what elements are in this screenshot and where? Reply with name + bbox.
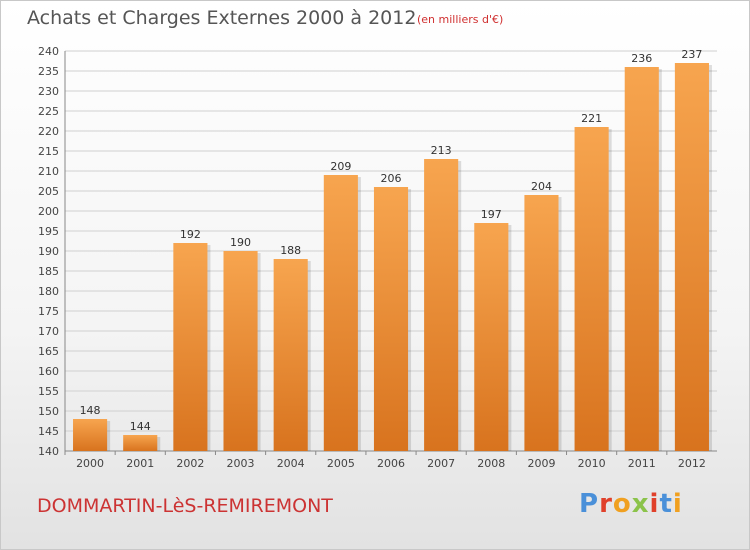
bar-2012 bbox=[674, 63, 709, 451]
value-label-2000: 148 bbox=[80, 404, 101, 417]
logo-letter: x bbox=[631, 489, 650, 519]
value-label-2006: 206 bbox=[381, 172, 402, 185]
x-tick-label-2000: 2000 bbox=[76, 457, 104, 470]
y-tick-label: 200 bbox=[38, 205, 59, 218]
y-tick-label: 160 bbox=[38, 365, 59, 378]
x-tick-label-2008: 2008 bbox=[477, 457, 505, 470]
value-label-2001: 144 bbox=[130, 420, 151, 433]
y-tick-label: 220 bbox=[38, 125, 59, 138]
y-tick-label: 195 bbox=[38, 225, 59, 238]
logo-letter: t bbox=[659, 489, 673, 519]
value-label-2009: 204 bbox=[531, 180, 552, 193]
x-tick-label-2006: 2006 bbox=[377, 457, 405, 470]
x-tick-label-2009: 2009 bbox=[527, 457, 555, 470]
bar-2000 bbox=[73, 419, 108, 451]
value-label-2004: 188 bbox=[280, 244, 301, 257]
value-label-2012: 237 bbox=[681, 48, 702, 61]
bar-2009 bbox=[524, 195, 559, 451]
y-tick-label: 155 bbox=[38, 385, 59, 398]
y-tick-label: 240 bbox=[38, 45, 59, 58]
y-tick-label: 175 bbox=[38, 305, 59, 318]
value-label-2010: 221 bbox=[581, 112, 602, 125]
bar-2007 bbox=[424, 159, 459, 451]
place-name: DOMMARTIN-LèS-REMIREMONT bbox=[37, 495, 333, 517]
bars bbox=[73, 63, 712, 451]
proxiti-logo: Proxiti bbox=[579, 489, 683, 519]
x-tick-label-2005: 2005 bbox=[327, 457, 355, 470]
y-tick-label: 235 bbox=[38, 65, 59, 78]
bar-2002 bbox=[173, 243, 208, 451]
y-tick-label: 150 bbox=[38, 405, 59, 418]
bar-2010 bbox=[574, 127, 609, 451]
logo-letter: r bbox=[599, 489, 613, 519]
logo-letter: i bbox=[649, 489, 660, 519]
x-tick-label-2010: 2010 bbox=[578, 457, 606, 470]
y-tick-label: 185 bbox=[38, 265, 59, 278]
bar-2004 bbox=[273, 259, 308, 451]
value-label-2008: 197 bbox=[481, 208, 502, 221]
value-label-2003: 190 bbox=[230, 236, 251, 249]
x-tick-label-2002: 2002 bbox=[176, 457, 204, 470]
bar-2005 bbox=[323, 175, 358, 451]
logo-letter: o bbox=[612, 489, 632, 519]
bar-2006 bbox=[373, 187, 409, 451]
labels: 1401451501551601651701751801851901952002… bbox=[38, 45, 706, 470]
y-tick-label: 205 bbox=[38, 185, 59, 198]
y-tick-label: 145 bbox=[38, 425, 59, 438]
y-tick-label: 210 bbox=[38, 165, 59, 178]
logo-letter: i bbox=[672, 489, 683, 519]
y-tick-label: 230 bbox=[38, 85, 59, 98]
y-tick-label: 190 bbox=[38, 245, 59, 258]
value-label-2005: 209 bbox=[330, 160, 351, 173]
value-label-2007: 213 bbox=[431, 144, 452, 157]
bar-2008 bbox=[474, 223, 509, 451]
y-tick-label: 165 bbox=[38, 345, 59, 358]
logo-letter: P bbox=[579, 489, 600, 519]
y-tick-label: 170 bbox=[38, 325, 59, 338]
bar-2001 bbox=[123, 435, 158, 451]
x-tick-label-2007: 2007 bbox=[427, 457, 455, 470]
bar-2003 bbox=[223, 251, 258, 451]
x-tick-label-2003: 2003 bbox=[227, 457, 255, 470]
bar-2011 bbox=[624, 67, 659, 451]
chart-subtitle: (en milliers d'€) bbox=[417, 13, 504, 26]
y-tick-label: 140 bbox=[38, 445, 59, 458]
y-tick-label: 225 bbox=[38, 105, 59, 118]
y-tick-label: 215 bbox=[38, 145, 59, 158]
x-tick-label-2004: 2004 bbox=[277, 457, 305, 470]
x-tick-label-2001: 2001 bbox=[126, 457, 154, 470]
value-label-2011: 236 bbox=[631, 52, 652, 65]
y-tick-label: 180 bbox=[38, 285, 59, 298]
x-tick-label-2012: 2012 bbox=[678, 457, 706, 470]
value-label-2002: 192 bbox=[180, 228, 201, 241]
x-tick-label-2011: 2011 bbox=[628, 457, 656, 470]
chart-title: Achats et Charges Externes 2000 à 2012 bbox=[27, 7, 417, 29]
